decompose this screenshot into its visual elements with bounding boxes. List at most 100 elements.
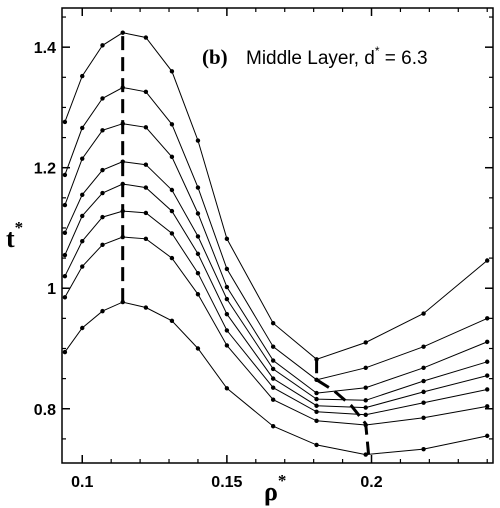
y-tick-label: 1 [47,281,56,298]
data-point [169,122,175,127]
data-point [62,202,68,208]
data-point [100,43,105,48]
data-point [485,316,490,321]
data-point [169,154,175,160]
series-5 [62,181,490,410]
data-point [143,35,149,40]
data-point [100,214,105,220]
data-point [270,385,276,390]
series-line [64,236,488,426]
series-layer [62,30,490,457]
plot-border [61,7,494,464]
data-point [62,172,68,178]
data-point [363,340,368,345]
y-tick-label: 1.2 [34,161,56,178]
data-point [62,295,68,300]
data-point [363,405,368,410]
data-point [314,396,319,402]
data-point [80,239,85,244]
data-point [421,365,426,370]
data-point [195,346,201,351]
data-point [169,69,175,74]
data-point [100,128,105,133]
data-point [485,373,490,378]
data-point [363,412,368,417]
data-point [421,344,426,349]
data-point [421,378,426,384]
series-4 [62,159,490,403]
x-tick-label: 0.1 [71,474,93,491]
dashed-line-2 [315,359,371,455]
data-point [120,30,125,35]
data-point [195,251,201,257]
series-6 [62,208,490,417]
series-line [64,161,488,401]
data-point [100,242,105,248]
svg-text:ρ*: ρ* [264,471,286,506]
data-point [485,387,490,392]
data-point [100,190,105,196]
svg-text:Middle Layer, d* = 6.3: Middle Layer, d* = 6.3 [246,44,428,69]
series-7 [62,234,490,428]
data-point [80,213,85,219]
data-point [485,404,490,409]
data-point [143,305,149,310]
y-tick-label: 1.4 [34,40,56,57]
data-point [62,273,68,279]
series-8 [62,299,490,457]
data-point [143,210,149,216]
data-point [195,185,201,190]
x-tick-label: 0.15 [211,474,242,491]
data-point [62,252,68,258]
data-point [363,365,368,370]
data-point [169,208,175,214]
data-point [143,185,149,190]
plot-frame [61,7,494,464]
data-point [421,400,426,405]
data-point [270,397,276,402]
data-point [224,311,230,317]
series-2 [62,85,490,383]
data-point [421,446,426,452]
data-point [80,73,85,79]
data-point [195,270,201,276]
data-point [100,96,105,101]
data-point [485,359,490,364]
data-point [224,386,230,391]
data-point [314,442,319,448]
data-point [270,376,276,381]
x-axis-title: ρ* [264,471,286,506]
data-point [270,366,276,372]
data-point [143,89,149,94]
data-point [363,452,368,457]
data-point [169,318,175,323]
data-point [485,258,490,263]
data-point [421,415,426,421]
data-point [143,125,149,130]
y-axis-title-text: t [6,224,15,253]
data-point [224,343,230,348]
data-point [485,433,490,439]
data-point [224,284,230,290]
data-point [80,156,85,161]
data-point [143,236,149,242]
data-point [62,349,68,355]
axis-ticks: 0.1 0.15 0.2 0.8 1 1.2 1.4 [34,8,493,491]
panel-label: (b) [202,45,228,69]
series-1 [62,30,490,362]
y-axis-title: t* [6,218,23,253]
data-point [169,187,175,193]
data-point [270,344,276,349]
data-point [314,418,319,424]
dashed-layer [121,32,371,455]
data-point [224,236,230,242]
data-point [80,192,85,198]
data-point [314,403,319,408]
data-point [270,320,276,326]
x-axis-title-sup: * [278,471,287,490]
svg-text:t*: t* [6,218,23,253]
data-point [80,325,85,331]
data-point [485,339,490,345]
data-point [421,311,426,316]
